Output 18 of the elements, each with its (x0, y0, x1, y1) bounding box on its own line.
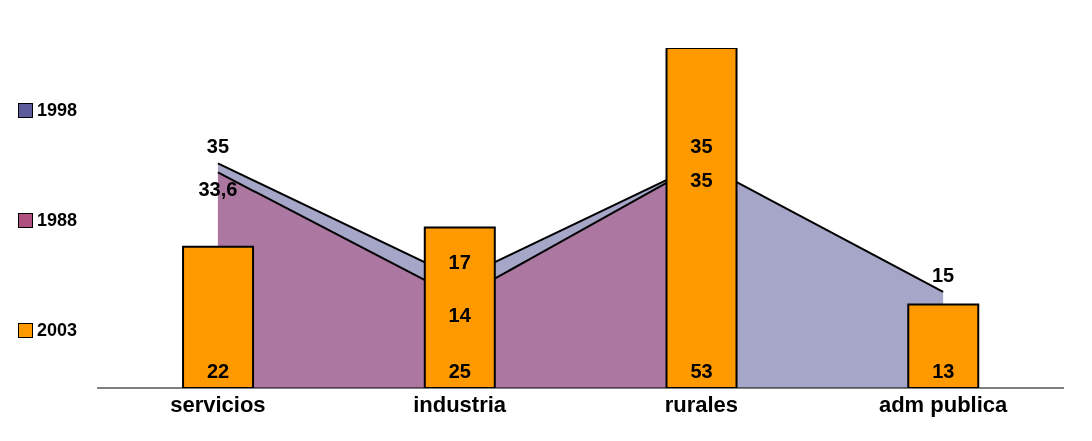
data-label: 53 (690, 360, 713, 382)
data-label: 25 (448, 360, 471, 382)
legend-label: 2003 (37, 320, 78, 341)
data-label: 14 (448, 304, 472, 327)
x-tick-label: industria (413, 391, 507, 417)
legend-label: 1998 (37, 100, 78, 121)
data-label: 15 (932, 263, 955, 286)
data-label: 13 (932, 360, 955, 382)
x-tick-label: servicios (170, 391, 266, 417)
data-label: 33,6 (198, 178, 238, 201)
x-tick-label: rurales (664, 391, 739, 417)
data-label: 35 (690, 169, 713, 192)
data-label: 35 (690, 135, 713, 158)
data-label: 17 (448, 250, 471, 273)
data-label: 22 (206, 360, 230, 382)
x-tick-label: adm publica (878, 391, 1009, 417)
legend-label: 1988 (37, 210, 78, 231)
data-label: 35 (206, 135, 230, 158)
